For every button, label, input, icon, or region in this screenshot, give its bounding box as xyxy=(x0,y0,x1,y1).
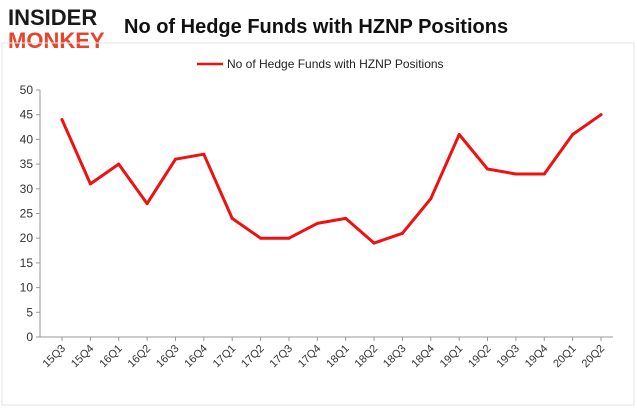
x-axis-ticks: 15Q3 15Q4 16Q1 16Q2 16Q3 16Q4 17Q1 17Q2 17Q3 17Q4… xyxy=(41,337,608,371)
data-point xyxy=(202,152,206,156)
data-point xyxy=(60,118,64,122)
y-tick-label: 5 xyxy=(26,305,33,319)
y-tick-label: 35 xyxy=(20,157,34,171)
y-tick-label: 15 xyxy=(20,256,34,270)
y-axis-ticks: 0 5 10 15 20 25 30 35 40 45 50 xyxy=(20,83,40,344)
legend-label: No of Hedge Funds with HZNP Positions xyxy=(227,57,444,71)
y-tick-label: 10 xyxy=(20,281,34,295)
legend: No of Hedge Funds with HZNP Positions xyxy=(197,57,444,71)
data-point xyxy=(457,132,461,136)
x-tick-label: 16Q4 xyxy=(182,343,210,371)
x-tick-label: 17Q1 xyxy=(211,343,239,371)
y-tick-label: 40 xyxy=(20,132,34,146)
x-tick-label: 18Q3 xyxy=(381,343,409,371)
x-tick-label: 17Q4 xyxy=(296,343,324,371)
x-tick-label: 19Q4 xyxy=(523,343,551,371)
y-tick-label: 20 xyxy=(20,231,34,245)
data-point xyxy=(344,216,348,220)
data-point xyxy=(88,182,92,186)
axes xyxy=(39,90,613,338)
chart-frame xyxy=(1,42,635,406)
data-point xyxy=(315,221,319,225)
x-tick-label: 18Q4 xyxy=(409,343,437,371)
insider-monkey-logo: INSIDER MONKEY xyxy=(8,7,116,53)
data-point xyxy=(230,216,234,220)
data-point xyxy=(117,162,121,166)
data-point xyxy=(145,202,149,206)
data-point xyxy=(486,167,490,171)
x-tick-label: 20Q1 xyxy=(551,343,579,371)
logo-text-top: INSIDER xyxy=(8,5,98,30)
data-point xyxy=(429,197,433,201)
x-tick-label: 15Q3 xyxy=(41,343,69,371)
x-tick-label: 15Q4 xyxy=(69,343,97,371)
data-point xyxy=(542,172,546,176)
x-tick-label: 18Q2 xyxy=(353,343,381,371)
y-tick-label: 0 xyxy=(26,330,33,344)
data-point xyxy=(599,113,603,117)
x-tick-label: 18Q1 xyxy=(324,343,352,371)
y-tick-label: 30 xyxy=(20,182,34,196)
series-layer xyxy=(60,113,603,245)
data-point xyxy=(514,172,518,176)
data-point xyxy=(259,236,263,240)
x-tick-label: 20Q2 xyxy=(580,343,608,371)
x-tick-label: 16Q1 xyxy=(97,343,125,371)
x-tick-label: 19Q2 xyxy=(466,343,494,371)
data-point xyxy=(173,157,177,161)
y-tick-label: 45 xyxy=(20,108,34,122)
y-tick-label: 50 xyxy=(20,83,34,97)
series-line-0 xyxy=(60,113,603,245)
data-point xyxy=(372,241,376,245)
chart-title: No of Hedge Funds with HZNP Positions xyxy=(124,16,509,38)
data-point xyxy=(400,231,404,235)
data-point xyxy=(571,132,575,136)
x-tick-label: 19Q3 xyxy=(494,343,522,371)
x-tick-label: 16Q3 xyxy=(154,343,182,371)
x-tick-label: 17Q3 xyxy=(268,343,296,371)
y-tick-label: 25 xyxy=(20,207,34,221)
x-tick-label: 17Q2 xyxy=(239,343,267,371)
x-tick-label: 19Q1 xyxy=(438,343,466,371)
data-point xyxy=(287,236,291,240)
logo-text-bottom: MONKEY xyxy=(8,28,105,53)
x-tick-label: 16Q2 xyxy=(126,343,154,371)
